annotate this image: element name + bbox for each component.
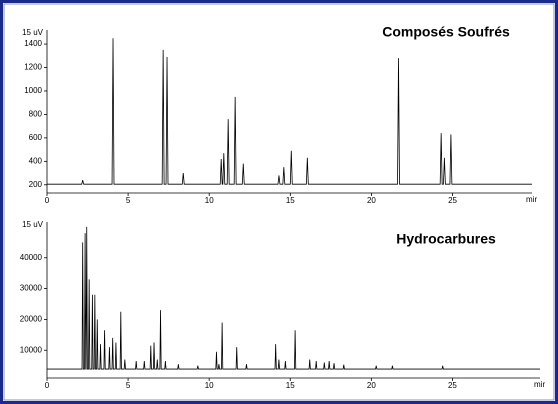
- chart-title: Hydrocarbures: [396, 231, 496, 247]
- y-tick-label: 1400: [24, 39, 42, 48]
- y-tick-label: 1200: [24, 63, 42, 72]
- trace: [47, 226, 540, 370]
- x-tick-label: 20: [367, 381, 376, 390]
- y-tick-label: 40000: [20, 253, 43, 262]
- y-tick-label: 10000: [20, 345, 43, 354]
- x-tick-label: 5: [126, 381, 131, 390]
- chart-title: Composés Soufrés: [382, 24, 510, 40]
- y-tick-label: 1000: [24, 86, 42, 95]
- x-tick-label: 15: [286, 196, 295, 205]
- y-tick-label: 20000: [20, 315, 43, 324]
- x-tick-label: 25: [448, 196, 457, 205]
- y-tick-label: 600: [29, 133, 43, 142]
- y-unit-label: 15 uV: [22, 28, 44, 37]
- frame-inner: [3, 3, 555, 401]
- x-tick-label: 15: [286, 381, 295, 390]
- y-unit-label: 15 uV: [22, 220, 44, 229]
- x-unit-label: mir: [534, 380, 545, 389]
- x-tick-label: 0: [45, 196, 50, 205]
- x-tick-label: 10: [205, 196, 214, 205]
- y-tick-label: 30000: [20, 284, 43, 293]
- y-tick-label: 800: [29, 110, 43, 119]
- x-tick-label: 10: [205, 381, 214, 390]
- x-unit-label: mir: [526, 195, 537, 204]
- y-tick-label: 200: [29, 180, 43, 189]
- x-tick-label: 0: [45, 381, 50, 390]
- x-tick-label: 25: [448, 381, 457, 390]
- y-tick-label: 400: [29, 156, 43, 165]
- trace: [47, 38, 532, 185]
- x-tick-label: 20: [367, 196, 376, 205]
- x-tick-label: 5: [126, 196, 131, 205]
